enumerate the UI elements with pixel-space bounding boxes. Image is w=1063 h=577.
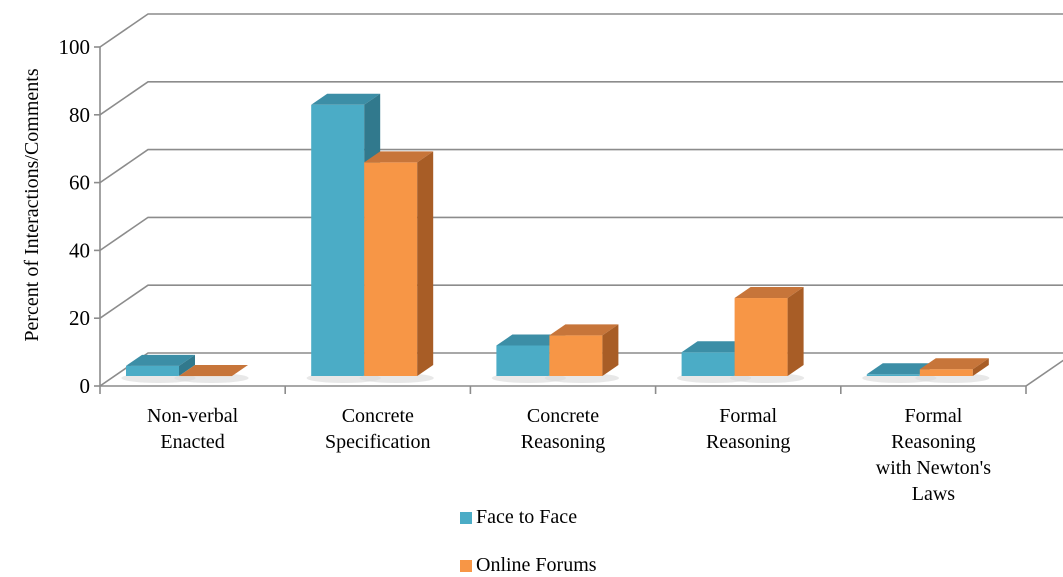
x-category-label: Concrete bbox=[342, 405, 414, 427]
y-axis-title: Percent of Interactions/Comments bbox=[21, 68, 43, 341]
bar-side bbox=[417, 151, 433, 376]
y-tick-label: 100 bbox=[59, 35, 91, 59]
gridline bbox=[100, 217, 1063, 250]
legend-item-online-forums: Online Forums bbox=[460, 554, 597, 577]
bar-front bbox=[867, 374, 920, 376]
x-category-label: Formal bbox=[905, 405, 963, 427]
x-category-label: Non-verbal bbox=[147, 405, 239, 427]
y-tick-label: 60 bbox=[69, 171, 90, 195]
bar-front bbox=[682, 352, 735, 376]
bar-front bbox=[364, 162, 417, 376]
gridline bbox=[100, 14, 1063, 47]
legend-item-face-to-face: Face to Face bbox=[460, 506, 577, 529]
y-tick-label: 0 bbox=[80, 374, 91, 398]
x-category-label: Laws bbox=[912, 483, 956, 505]
floor-side-edge bbox=[1026, 353, 1063, 386]
bar-front bbox=[311, 105, 364, 376]
bar-front bbox=[735, 298, 788, 376]
x-category-label: Enacted bbox=[160, 431, 224, 453]
gridline bbox=[100, 82, 1063, 115]
x-category-label: Reasoning bbox=[891, 431, 975, 453]
legend-swatch-online-forums bbox=[460, 560, 472, 572]
x-category-label: Formal bbox=[719, 405, 777, 427]
bar-front bbox=[549, 335, 602, 376]
legend-label-online-forums: Online Forums bbox=[476, 554, 597, 577]
x-category-label: Concrete bbox=[527, 405, 599, 427]
bar-front bbox=[920, 369, 973, 376]
bar-front bbox=[126, 366, 179, 376]
x-category-label: with Newton's bbox=[876, 457, 991, 479]
y-tick-label: 20 bbox=[69, 306, 90, 330]
x-category-label: Reasoning bbox=[706, 431, 790, 453]
bar-side bbox=[788, 287, 804, 376]
gridline bbox=[100, 285, 1063, 318]
legend-swatch-face-to-face bbox=[460, 512, 472, 524]
y-tick-label: 80 bbox=[69, 103, 90, 127]
x-category-label: Reasoning bbox=[521, 431, 605, 453]
y-tick-label: 40 bbox=[69, 238, 90, 262]
bar-front bbox=[496, 345, 549, 376]
legend-label-face-to-face: Face to Face bbox=[476, 506, 577, 529]
gridline bbox=[100, 150, 1063, 183]
x-category-label: Specification bbox=[325, 431, 431, 453]
